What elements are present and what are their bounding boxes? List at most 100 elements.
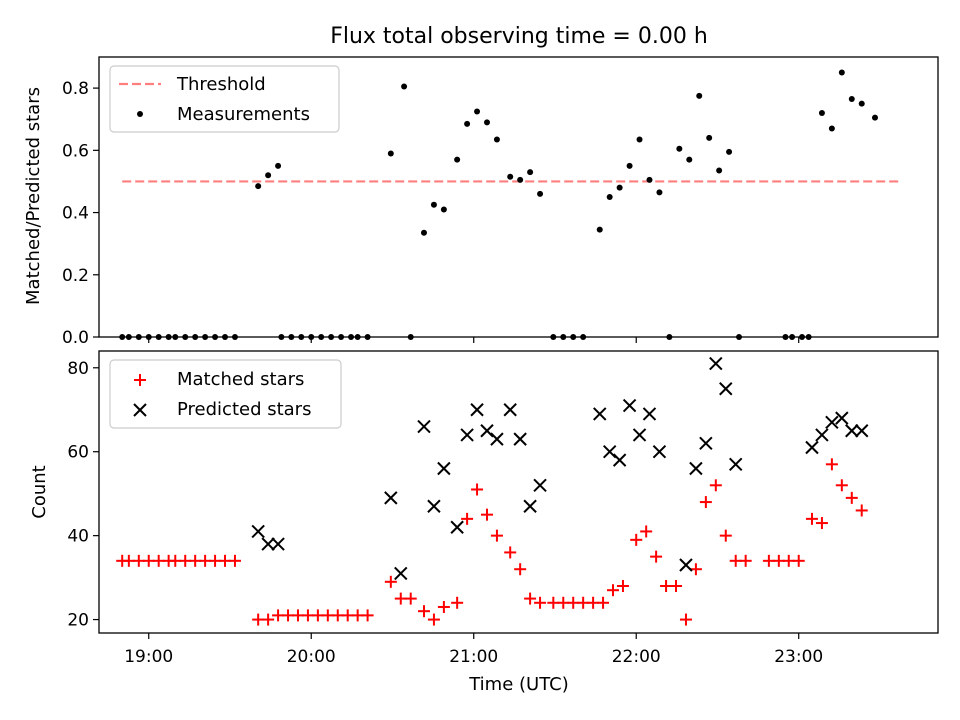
predicted-star-point xyxy=(719,382,733,396)
matched-star-point xyxy=(534,596,547,609)
top-legend: Threshold Measurements xyxy=(109,65,340,133)
matched-star-point xyxy=(689,563,702,576)
legend-matched-marker xyxy=(134,374,146,386)
matched-star-point xyxy=(607,584,620,597)
bottom-panel: Count Time (UTC) 20 40 60 80 19:00 20:00 21:0… xyxy=(29,350,939,695)
predicted-star-point xyxy=(523,499,537,513)
bottom-legend-box xyxy=(109,359,342,429)
matched-star-point xyxy=(524,592,537,605)
predicted-star-point xyxy=(503,403,517,417)
predicted-star-point xyxy=(805,440,819,455)
predicted-star-point xyxy=(437,461,451,476)
measurement-point xyxy=(848,96,855,102)
matched-star-point xyxy=(262,613,275,626)
matched-star-point xyxy=(739,554,752,567)
measurement-point xyxy=(596,226,603,233)
matched-star-point xyxy=(361,609,374,622)
measurement-point xyxy=(401,83,408,90)
measurement-point xyxy=(430,201,437,208)
measurement-point xyxy=(464,120,471,127)
legend-predicted-label: Predicted stars xyxy=(177,399,311,420)
predicted-star-point xyxy=(251,524,265,539)
measurement-point xyxy=(474,108,481,115)
top-title: Flux total observing time = 0.00 h xyxy=(330,24,708,49)
predicted-star-point xyxy=(845,424,859,438)
measurement-point xyxy=(676,145,683,152)
top-y-ticks: 0.0 0.2 0.4 0.6 0.8 xyxy=(62,79,99,348)
matched-star-point xyxy=(417,605,430,618)
matched-star-point xyxy=(792,554,805,567)
measurement-point xyxy=(716,167,723,174)
predicted-star-point xyxy=(835,411,849,425)
bottom-x-ticks: 19:00 20:00 21:00 22:00 23:00 xyxy=(124,633,823,667)
predicted-star-point xyxy=(612,453,627,467)
matched-star-point xyxy=(845,491,858,504)
measurement-point xyxy=(493,136,500,143)
bottom-ytick-label: 20 xyxy=(67,611,89,631)
matched-star-point xyxy=(480,508,493,521)
measurement-point xyxy=(387,150,394,157)
predicted-star-point xyxy=(855,424,869,438)
predicted-star-point xyxy=(417,419,431,434)
legend-threshold-label: Threshold xyxy=(176,74,266,95)
measurement-point xyxy=(686,156,693,163)
matched-star-point xyxy=(404,592,417,605)
matched-star-point xyxy=(451,596,464,609)
measurement-point xyxy=(818,110,825,116)
matched-star-point xyxy=(461,512,474,525)
measurement-point xyxy=(616,184,623,191)
matched-star-point xyxy=(679,613,692,626)
matched-star-point xyxy=(805,512,818,525)
matched-star-point xyxy=(640,525,653,538)
matched-star-point xyxy=(709,479,722,492)
top-axes-frame xyxy=(98,56,939,338)
bottom-ytick-label: 60 xyxy=(67,443,89,463)
bottom-xlabel: Time (UTC) xyxy=(468,674,569,695)
measurement-point xyxy=(527,169,534,176)
predicted-star-point xyxy=(709,356,723,371)
matched-star-point xyxy=(670,580,683,592)
predicted-star-point xyxy=(689,461,703,476)
matched-star-point xyxy=(597,596,610,609)
bottom-ytick-label: 40 xyxy=(67,527,89,547)
matched-star-point xyxy=(427,613,440,626)
measurement-point xyxy=(636,136,643,143)
legend-predicted-marker xyxy=(133,403,147,417)
top-ytick-label: 0.6 xyxy=(62,141,89,161)
measurement-point xyxy=(507,173,514,180)
predicted-star-point xyxy=(271,537,285,551)
matched-star-point xyxy=(490,529,503,542)
bottom-xtick-label: 23:00 xyxy=(774,647,823,667)
predicted-star-point xyxy=(533,478,547,492)
predicted-star-point xyxy=(652,445,667,459)
measurement-point xyxy=(696,92,703,99)
legend-matched-label: Matched stars xyxy=(177,369,304,390)
bottom-ylabel: Count xyxy=(29,465,50,518)
top-ytick-label: 0.8 xyxy=(62,79,89,99)
top-ylabel: Matched/Predicted stars xyxy=(23,87,44,305)
predicted-star-point xyxy=(593,407,607,421)
predicted-star-point xyxy=(394,566,408,581)
measurement-point xyxy=(838,69,845,76)
measurement-point xyxy=(828,125,835,132)
count-points xyxy=(116,356,869,626)
predicted-star-point xyxy=(490,432,504,446)
matched-star-point xyxy=(815,517,828,530)
predicted-star-point xyxy=(427,499,441,513)
predicted-star-point xyxy=(729,457,743,472)
matched-star-point xyxy=(855,504,868,517)
predicted-star-point xyxy=(480,424,494,438)
top-ytick-label: 0.4 xyxy=(62,204,89,224)
top-ytick-label: 0.0 xyxy=(62,328,89,348)
predicted-star-point xyxy=(632,428,647,442)
measurement-point xyxy=(275,162,282,169)
legend-measurements-label: Measurements xyxy=(177,104,310,125)
measurement-point xyxy=(656,189,663,196)
measurement-point xyxy=(454,156,461,163)
predicted-star-point xyxy=(384,491,398,505)
predicted-star-point xyxy=(825,415,839,430)
predicted-star-point xyxy=(642,407,657,421)
measurement-point xyxy=(871,114,878,121)
predicted-star-point xyxy=(450,520,464,534)
